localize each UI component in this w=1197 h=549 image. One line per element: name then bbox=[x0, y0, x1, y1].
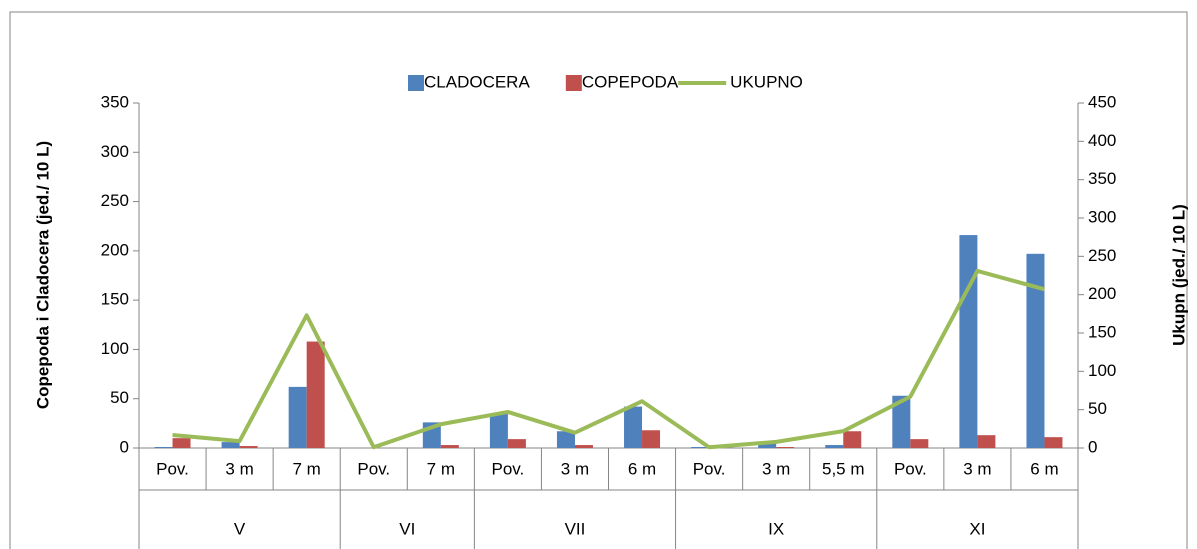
y-tick-label: 150 bbox=[101, 290, 129, 309]
y2-tick-label: 300 bbox=[1088, 207, 1116, 226]
x-tick-label: 3 m bbox=[561, 459, 589, 478]
y-tick-label: 300 bbox=[101, 142, 129, 161]
x-tick-label: 7 m bbox=[293, 459, 321, 478]
bar bbox=[776, 447, 795, 448]
y2-tick-label: 450 bbox=[1088, 92, 1116, 111]
group-label: V bbox=[234, 519, 246, 538]
y2-tick-label: 100 bbox=[1088, 361, 1116, 380]
x-tick-label: 3 m bbox=[225, 459, 253, 478]
x-tick-label: Pov. bbox=[357, 459, 390, 478]
bar bbox=[172, 438, 191, 448]
y-tick-label: 50 bbox=[110, 388, 129, 407]
x-tick-label: 6 m bbox=[628, 459, 656, 478]
bar bbox=[843, 431, 862, 448]
bar bbox=[306, 341, 325, 448]
legend-label: CLADOCERA bbox=[424, 72, 530, 91]
x-tick-label: 3 m bbox=[963, 459, 991, 478]
x-tick-label: Pov. bbox=[492, 459, 525, 478]
bar bbox=[288, 386, 307, 448]
y-tick-label: 100 bbox=[101, 339, 129, 358]
bar bbox=[556, 431, 575, 448]
y2-tick-label: 250 bbox=[1088, 246, 1116, 265]
group-label: VII bbox=[565, 519, 586, 538]
line bbox=[172, 268, 1045, 450]
bar bbox=[624, 406, 643, 448]
y-tick-label: 0 bbox=[120, 437, 129, 456]
bar bbox=[892, 395, 911, 448]
bar bbox=[959, 235, 978, 448]
y-tick-label: 350 bbox=[101, 92, 129, 111]
x-tick-label: Pov. bbox=[693, 459, 726, 478]
bar bbox=[1044, 437, 1063, 448]
y2-tick-label: 0 bbox=[1088, 437, 1097, 456]
bar bbox=[825, 445, 844, 448]
bar bbox=[489, 413, 508, 448]
y-tick-label: 200 bbox=[101, 240, 129, 259]
y2-tick-label: 50 bbox=[1088, 399, 1107, 418]
legend-swatch bbox=[565, 75, 582, 91]
bar bbox=[507, 439, 526, 448]
bar bbox=[691, 447, 710, 448]
y2-tick-label: 150 bbox=[1088, 322, 1116, 341]
bar bbox=[1026, 253, 1045, 448]
legend-label: COPEPODA bbox=[582, 72, 679, 91]
x-tick-label: Pov. bbox=[156, 459, 189, 478]
y2-tick-label: 350 bbox=[1088, 169, 1116, 188]
bar bbox=[910, 439, 929, 448]
bar bbox=[221, 442, 240, 448]
x-tick-label: 6 m bbox=[1030, 459, 1058, 478]
y2-tick-label: 400 bbox=[1088, 131, 1116, 150]
bar bbox=[154, 447, 173, 448]
x-tick-label: Pov. bbox=[894, 459, 927, 478]
x-tick-label: 7 m bbox=[427, 459, 455, 478]
group-label: XI bbox=[969, 519, 985, 538]
bar bbox=[758, 442, 777, 448]
bar bbox=[574, 445, 593, 448]
x-tick-label: 3 m bbox=[762, 459, 790, 478]
bar bbox=[440, 445, 459, 448]
legend-label: UKUPNO bbox=[730, 72, 803, 91]
bar bbox=[642, 430, 661, 448]
legend-swatch bbox=[408, 75, 424, 91]
x-tick-label: 5,5 m bbox=[822, 459, 865, 478]
y2-tick-label: 200 bbox=[1088, 284, 1116, 303]
bar bbox=[239, 446, 258, 448]
y-tick-label: 250 bbox=[101, 191, 129, 210]
y-axis-title: Copepoda i Cladocera (jed./ 10 L) bbox=[33, 141, 52, 409]
y2-axis-title: Ukupn (jed./ 10 L) bbox=[1169, 204, 1188, 346]
group-label: IX bbox=[768, 519, 784, 538]
group-label: VI bbox=[399, 519, 415, 538]
bar bbox=[977, 435, 996, 448]
